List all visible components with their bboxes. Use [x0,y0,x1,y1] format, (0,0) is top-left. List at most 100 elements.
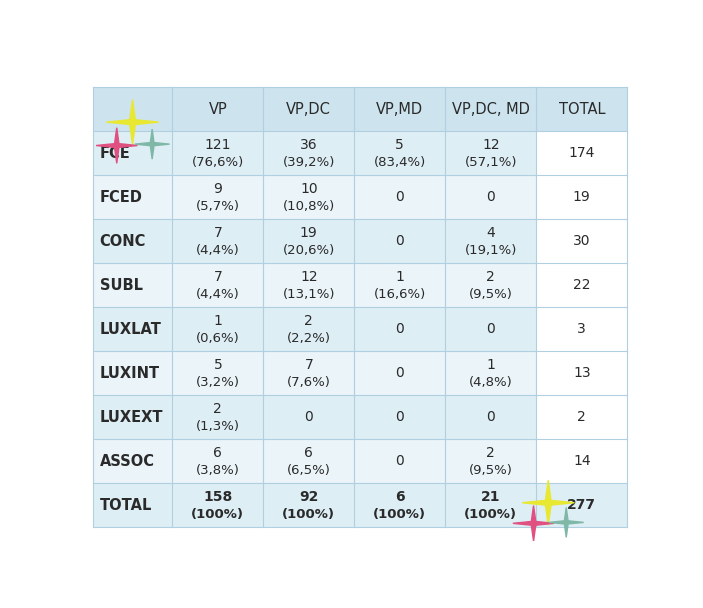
Text: 36: 36 [300,138,318,152]
FancyBboxPatch shape [93,439,627,483]
Text: 7: 7 [214,226,222,240]
Text: (13,1%): (13,1%) [283,288,335,301]
Text: (100%): (100%) [373,508,426,521]
Text: 277: 277 [567,498,596,512]
Text: (76,6%): (76,6%) [192,156,244,169]
Text: 0: 0 [486,190,495,204]
Text: 10: 10 [300,182,318,196]
FancyBboxPatch shape [536,131,627,175]
FancyBboxPatch shape [93,307,627,351]
Text: (9,5%): (9,5%) [469,288,512,301]
Text: 19: 19 [573,190,591,204]
Text: FCED: FCED [100,190,143,204]
Text: 2: 2 [304,314,313,328]
Polygon shape [522,480,574,525]
Text: (20,6%): (20,6%) [283,244,335,257]
Text: 1: 1 [486,358,495,372]
Text: (100%): (100%) [283,508,335,521]
Text: SUBL: SUBL [100,277,143,292]
Text: (10,8%): (10,8%) [283,200,335,213]
Text: 2: 2 [486,446,495,460]
FancyBboxPatch shape [536,395,627,439]
Text: 0: 0 [395,410,404,424]
Text: 19: 19 [300,226,318,240]
FancyBboxPatch shape [93,219,627,263]
Text: 6: 6 [304,446,314,460]
Text: LUXLAT: LUXLAT [100,322,162,337]
Text: LUXEXT: LUXEXT [100,410,163,424]
Text: 1: 1 [395,270,404,284]
Text: CONC: CONC [100,233,146,249]
Text: 7: 7 [214,270,222,284]
Text: (19,1%): (19,1%) [465,244,517,257]
Text: 0: 0 [395,234,404,248]
Text: TOTAL: TOTAL [558,102,605,117]
Text: 9: 9 [214,182,222,196]
Text: (3,8%): (3,8%) [196,465,240,477]
Text: (100%): (100%) [464,508,517,521]
Text: VP,DC, MD: VP,DC, MD [452,102,530,117]
Text: (1,3%): (1,3%) [196,420,240,434]
Text: 0: 0 [486,410,495,424]
FancyBboxPatch shape [536,219,627,263]
Text: 21: 21 [481,490,501,504]
FancyBboxPatch shape [536,307,627,351]
Text: 0: 0 [395,454,404,468]
Text: (39,2%): (39,2%) [283,156,335,169]
Text: (9,5%): (9,5%) [469,465,512,477]
Polygon shape [135,129,169,159]
Text: VP: VP [209,102,227,117]
Text: LUXINT: LUXINT [100,365,160,381]
FancyBboxPatch shape [93,131,627,175]
Text: 6: 6 [214,446,222,460]
Polygon shape [96,128,138,164]
Text: 7: 7 [304,358,313,372]
Text: (57,1%): (57,1%) [465,156,517,169]
Text: (3,2%): (3,2%) [196,376,240,389]
Text: (7,6%): (7,6%) [287,376,330,389]
Text: (83,4%): (83,4%) [374,156,426,169]
Text: 12: 12 [482,138,500,152]
Text: (16,6%): (16,6%) [374,288,426,301]
Text: 22: 22 [573,278,591,292]
Text: (5,7%): (5,7%) [196,200,240,213]
Text: 12: 12 [300,270,318,284]
FancyBboxPatch shape [93,351,627,395]
Text: 0: 0 [395,322,404,336]
Text: (4,4%): (4,4%) [196,288,240,301]
Text: 30: 30 [573,234,591,248]
Text: 0: 0 [486,322,495,336]
Text: 14: 14 [573,454,591,468]
Text: 92: 92 [299,490,318,504]
FancyBboxPatch shape [536,351,627,395]
Text: (4,4%): (4,4%) [196,244,240,257]
FancyBboxPatch shape [93,175,627,219]
Text: 4: 4 [486,226,495,240]
Text: 2: 2 [577,410,586,424]
FancyBboxPatch shape [93,263,627,307]
Text: (4,8%): (4,8%) [469,376,512,389]
Polygon shape [513,505,554,541]
FancyBboxPatch shape [536,175,627,219]
Text: 121: 121 [205,138,231,152]
Text: (6,5%): (6,5%) [287,465,330,477]
Text: 158: 158 [203,490,233,504]
Text: 0: 0 [304,410,313,424]
Text: TOTAL: TOTAL [100,497,152,513]
Text: 0: 0 [395,366,404,380]
Text: 2: 2 [486,270,495,284]
Text: 6: 6 [395,490,405,504]
Text: VP,MD: VP,MD [376,102,423,117]
Polygon shape [549,508,583,537]
Text: FCE: FCE [100,145,130,161]
FancyBboxPatch shape [93,395,627,439]
Text: 3: 3 [577,322,586,336]
Text: 174: 174 [569,146,595,160]
Text: VP,DC: VP,DC [286,102,331,117]
Text: 5: 5 [395,138,404,152]
Text: 1: 1 [214,314,222,328]
Text: (100%): (100%) [191,508,245,521]
Text: (0,6%): (0,6%) [196,332,240,345]
Text: 5: 5 [214,358,222,372]
FancyBboxPatch shape [93,483,627,527]
